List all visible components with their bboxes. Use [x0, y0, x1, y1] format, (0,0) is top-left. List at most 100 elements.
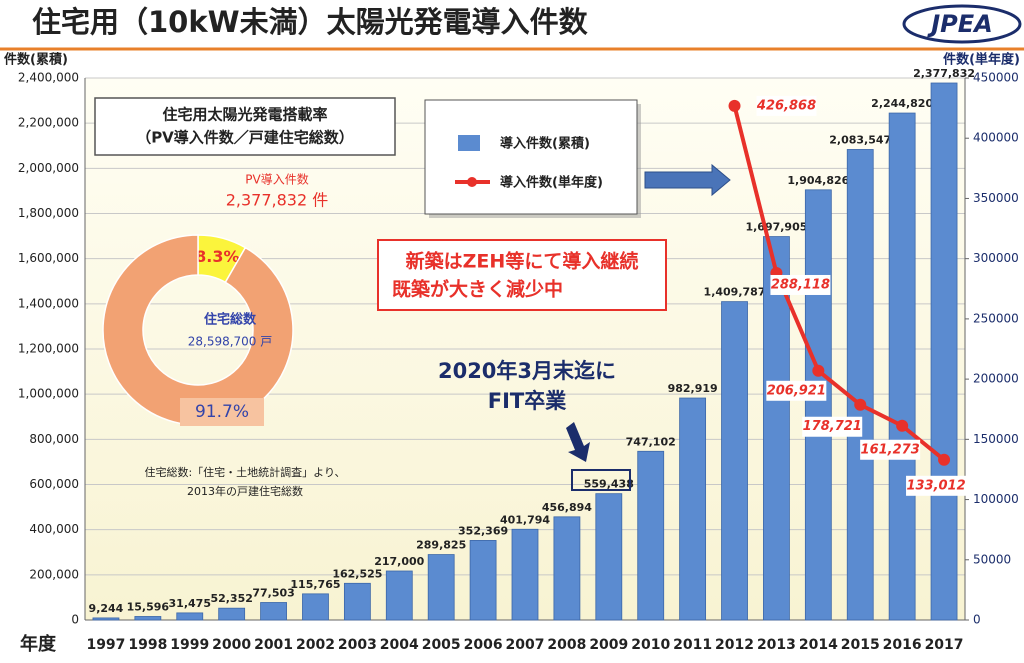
value-label: 401,794: [500, 513, 550, 526]
line-point: [812, 364, 825, 377]
x-tick-label: 1997: [86, 637, 125, 653]
x-tick-label: 2012: [715, 637, 754, 653]
value-label: 77,503: [252, 586, 294, 599]
x-tick-label: 2004: [380, 637, 419, 653]
x-tick-label: 2011: [673, 637, 712, 653]
value-label: 217,000: [374, 555, 424, 568]
y-tick-label: 2,000,000: [18, 161, 79, 175]
x-tick-label: 1998: [128, 637, 167, 653]
value-label: 352,369: [458, 524, 508, 537]
y-tick-label: 400,000: [29, 522, 79, 536]
pie-slice: [102, 234, 294, 426]
value-label: 31,475: [169, 597, 211, 610]
bar: [888, 112, 916, 621]
y-tick-label: 1,000,000: [18, 387, 79, 401]
bar: [176, 612, 204, 621]
value-label: 747,102: [626, 435, 676, 448]
value-label: 52,352: [210, 592, 252, 605]
bar: [553, 516, 581, 621]
bar: [302, 593, 329, 621]
pie-label: 91.7%: [195, 402, 249, 422]
value-label: 206,921: [767, 383, 826, 398]
value-label: 161,273: [861, 442, 920, 457]
pv-count: 2,377,832 件: [226, 191, 329, 210]
x-tick-label: 2016: [883, 637, 922, 653]
bar: [260, 602, 287, 621]
y2-tick-label: 100000: [973, 492, 1019, 506]
x-tick-label: 2000: [212, 637, 251, 653]
line-point: [854, 398, 867, 411]
value-label: 178,721: [803, 419, 862, 434]
y-tick-label: 600,000: [29, 477, 79, 491]
value-label: 288,118: [771, 277, 830, 292]
x-tick-label: 2002: [296, 637, 335, 653]
line-point: [938, 453, 951, 466]
x-tick-label: 2005: [422, 637, 461, 653]
x-axis-label: 年度: [20, 633, 57, 655]
legend-arrow: [644, 163, 731, 197]
bar: [595, 493, 623, 621]
value-label-bg: [802, 416, 863, 437]
x-tick-label: 1999: [170, 637, 209, 653]
y2-axis-label: 件数(単年度): [943, 52, 1020, 68]
y2-tick-label: 150000: [973, 432, 1019, 446]
bar: [218, 607, 246, 621]
bar: [721, 301, 748, 621]
value-label: 456,894: [542, 501, 592, 514]
center-value: 28,598,700 戸: [188, 335, 273, 349]
bar: [637, 450, 665, 621]
x-tick-label: 2001: [254, 637, 293, 653]
pie-title: 住宅用太陽光発電搭載率: [162, 106, 327, 124]
line-point: [728, 99, 741, 112]
pv-label: PV導入件数: [245, 172, 308, 187]
plot: 0 200,000 400,000 600,000 800,000 1,000,000 1,…: [18, 67, 1019, 653]
value-label: 1,409,787: [704, 286, 766, 299]
y2-tick-label: 300000: [973, 251, 1019, 265]
x-tick-label: 2009: [589, 637, 628, 653]
value-label: 9,244: [89, 602, 124, 615]
y2-tick-label: 0: [973, 613, 981, 627]
bar: [679, 397, 707, 621]
pie-note: 住宅総数:「住宅・土地統計調査」より、: [144, 465, 345, 479]
value-label-bg: [860, 439, 921, 460]
y2-tick-label: 250000: [973, 311, 1019, 325]
y-tick-label: 200,000: [29, 567, 79, 581]
value-label-bg: [756, 95, 817, 116]
y-tick-label: 1,800,000: [18, 206, 79, 220]
pie-title-box: [94, 97, 396, 156]
y-tick-label: 2,200,000: [18, 116, 79, 130]
value-label: 133,012: [906, 478, 965, 493]
bar: [134, 616, 162, 621]
bar: [804, 189, 832, 621]
x-tick-label: 2003: [338, 637, 377, 653]
line: [732, 105, 946, 462]
value-label: 2,377,832: [913, 67, 975, 80]
value-label: 15,596: [127, 600, 170, 613]
legend-label: 導入件数(累積): [500, 136, 590, 152]
x-tick-label: 2006: [464, 637, 503, 653]
legend: [424, 99, 638, 215]
bar: [92, 617, 120, 621]
y-tick-label: 1,200,000: [18, 342, 79, 356]
x-tick-label: 2013: [757, 637, 796, 653]
value-label: 2,083,547: [829, 133, 891, 146]
bar: [930, 82, 958, 621]
annotation: FIT卒業: [488, 389, 567, 413]
y-axis-label: 件数(累積): [4, 52, 68, 68]
bar: [469, 540, 497, 621]
value-label: 2,244,820: [871, 97, 933, 110]
y2-tick-label: 200000: [973, 372, 1019, 386]
legend-label: 導入件数(単年度): [500, 175, 603, 191]
value-label-bg: [180, 398, 264, 426]
bar: [763, 236, 790, 621]
x-tick-label: 2017: [925, 637, 964, 653]
value-label-bg: [906, 475, 967, 496]
annotation-box: [377, 239, 667, 311]
value-label-bg: [770, 274, 831, 295]
value-label-bg: [766, 380, 827, 401]
y-tick-label: 800,000: [29, 432, 79, 446]
pie-title: （PV導入件数／戸建住宅総数）: [136, 129, 354, 147]
bar: [511, 528, 539, 621]
value-label: 426,868: [756, 98, 816, 113]
y2-tick-label: 50000: [973, 552, 1011, 566]
